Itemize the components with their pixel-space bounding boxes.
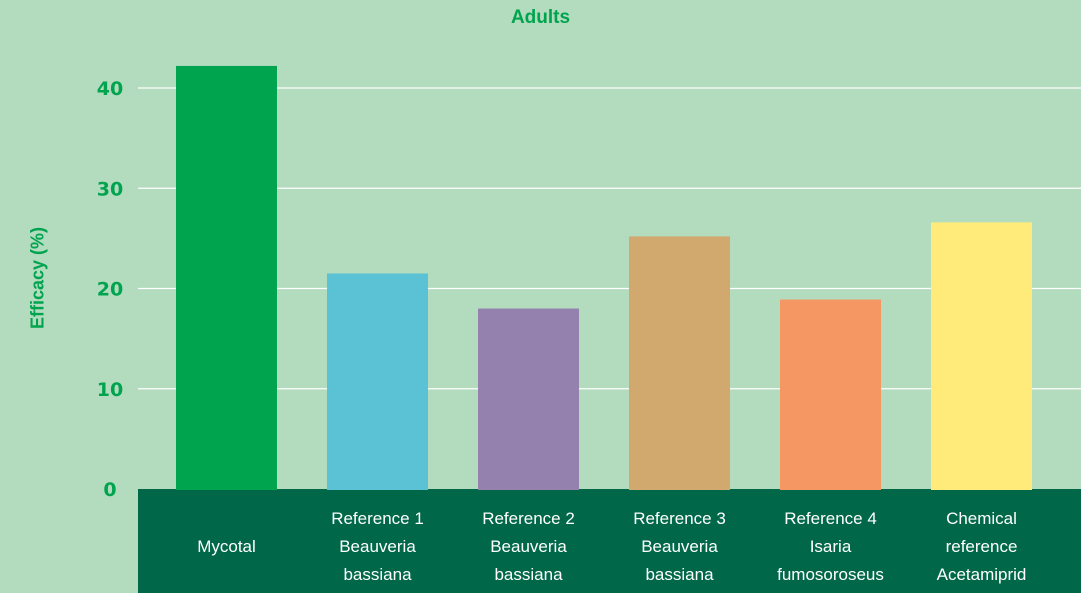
- category-label: bassiana: [494, 565, 563, 584]
- category-label: bassiana: [343, 565, 412, 584]
- y-tick-label: 10: [97, 379, 123, 401]
- category-label: Reference 3: [633, 509, 726, 528]
- y-tick-label: 40: [97, 78, 123, 100]
- y-tick-label: 20: [97, 279, 123, 301]
- category-label: Acetamiprid: [937, 565, 1027, 584]
- category-label: Reference 1: [331, 509, 424, 528]
- bar-4: [629, 236, 730, 490]
- category-label: Beauveria: [641, 537, 718, 556]
- category-label: Reference 2: [482, 509, 575, 528]
- bar-3: [478, 308, 579, 490]
- category-label: Reference 4: [784, 509, 877, 528]
- category-label: Beauveria: [490, 537, 567, 556]
- category-band: [138, 489, 1081, 593]
- bar-5: [780, 299, 881, 490]
- category-label: Chemical: [946, 509, 1017, 528]
- category-label: bassiana: [645, 565, 714, 584]
- y-tick-label: 30: [97, 178, 123, 200]
- category-label: Isaria: [810, 537, 852, 556]
- y-tick-label: 0: [103, 479, 116, 501]
- category-label: reference: [946, 537, 1018, 556]
- category-label: Mycotal: [197, 537, 256, 556]
- bar-2: [327, 273, 428, 490]
- bar-1: [176, 65, 277, 490]
- category-label: fumosoroseus: [777, 565, 884, 584]
- bar-6: [931, 222, 1032, 490]
- category-label: Beauveria: [339, 537, 416, 556]
- chart-title: Adults: [510, 7, 571, 28]
